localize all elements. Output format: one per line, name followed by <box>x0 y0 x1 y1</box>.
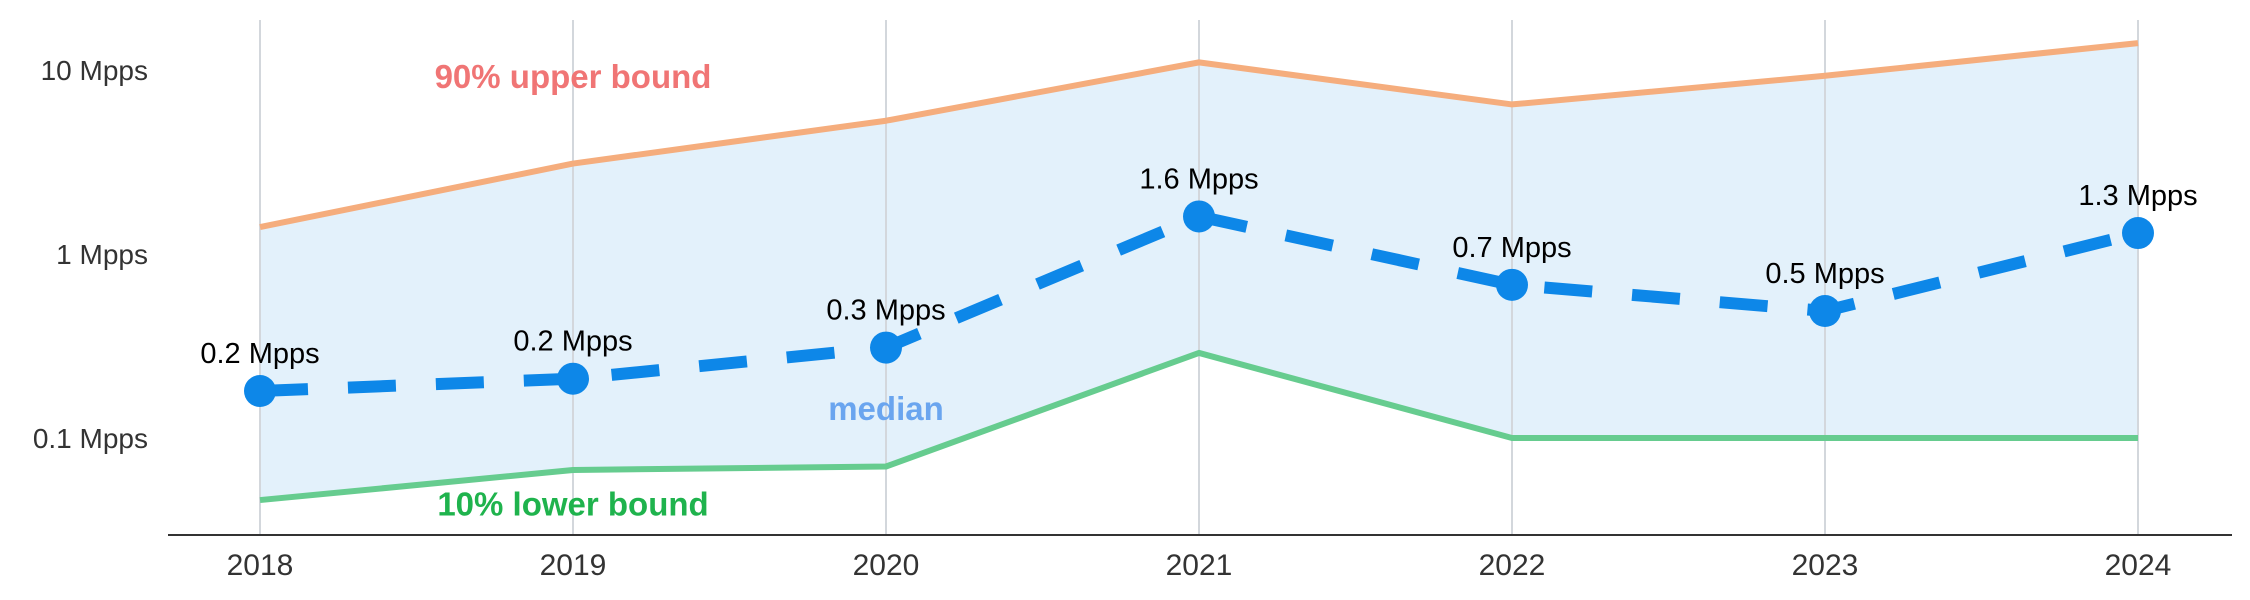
data-label: 1.3 Mpps <box>2078 180 2197 212</box>
y-tick-label: 0.1 Mpps <box>33 423 148 454</box>
data-point <box>244 375 276 408</box>
data-label: 0.7 Mpps <box>1452 232 1571 264</box>
data-point <box>1809 295 1841 328</box>
data-label: 0.3 Mpps <box>826 295 945 327</box>
x-tick-label: 2023 <box>1792 549 1859 582</box>
data-point <box>1496 268 1528 301</box>
data-label: 0.2 Mpps <box>513 326 632 358</box>
x-tick-label: 2021 <box>1166 549 1233 582</box>
series-line-upper <box>259 40 2139 231</box>
y-tick-label: 1 Mpps <box>56 239 148 270</box>
series-annotation: 90% upper bound <box>435 58 712 95</box>
x-tick-label: 2018 <box>227 549 294 582</box>
data-point <box>870 331 902 364</box>
data-label: 0.5 Mpps <box>1765 258 1884 290</box>
series-line-lower <box>259 349 2138 504</box>
y-tick-label: 10 Mpps <box>41 55 148 86</box>
data-label: 0.2 Mpps <box>200 338 319 370</box>
x-tick-label: 2020 <box>853 549 920 582</box>
data-point <box>2122 217 2154 250</box>
series-annotation: median <box>828 390 944 427</box>
series-annotation: 10% lower bound <box>437 485 708 522</box>
data-point <box>557 362 589 395</box>
data-label: 1.6 Mpps <box>1139 163 1258 195</box>
x-tick-label: 2022 <box>1479 549 1546 582</box>
data-point <box>1183 200 1215 233</box>
x-tick-label: 2024 <box>2105 549 2172 582</box>
x-tick-label: 2019 <box>540 549 607 582</box>
